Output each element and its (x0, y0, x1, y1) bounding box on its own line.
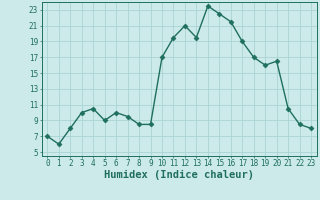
X-axis label: Humidex (Indice chaleur): Humidex (Indice chaleur) (104, 170, 254, 180)
